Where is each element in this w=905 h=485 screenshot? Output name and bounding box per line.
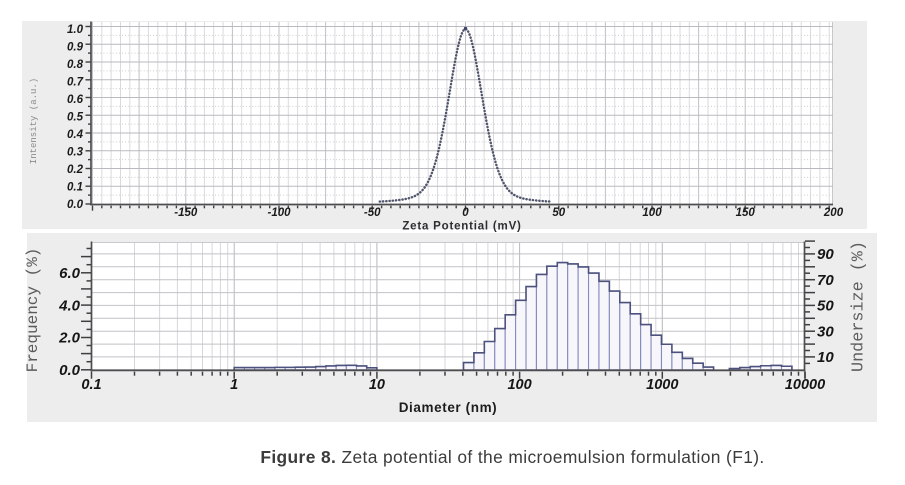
svg-text:100: 100 — [507, 377, 531, 393]
svg-text:0.6: 0.6 — [67, 94, 84, 106]
svg-text:150: 150 — [736, 207, 756, 219]
svg-text:100: 100 — [642, 207, 662, 219]
svg-text:70: 70 — [817, 272, 834, 289]
svg-text:0.3: 0.3 — [67, 146, 84, 158]
svg-text:90: 90 — [817, 246, 834, 263]
svg-text:Zeta Potential (mV): Zeta Potential (mV) — [402, 221, 521, 233]
svg-text:0.1: 0.1 — [67, 181, 83, 193]
svg-text:0.5: 0.5 — [67, 111, 84, 123]
svg-text:10: 10 — [369, 377, 385, 393]
svg-text:6.0: 6.0 — [59, 265, 81, 282]
svg-text:0.0: 0.0 — [67, 199, 84, 211]
svg-text:1000: 1000 — [646, 377, 678, 393]
svg-text:30: 30 — [817, 323, 834, 340]
svg-text:Frequency (%): Frequency (%) — [24, 248, 42, 373]
svg-text:4.0: 4.0 — [58, 297, 81, 314]
svg-text:Intensity (a.u.): Intensity (a.u.) — [29, 78, 39, 164]
svg-text:2.0: 2.0 — [58, 330, 81, 347]
svg-text:0.8: 0.8 — [67, 59, 84, 71]
svg-text:-50: -50 — [364, 207, 381, 219]
svg-text:0.9: 0.9 — [67, 41, 84, 53]
svg-text:50: 50 — [552, 207, 565, 219]
svg-text:Undersize (%): Undersize (%) — [850, 241, 869, 372]
svg-text:200: 200 — [823, 207, 844, 219]
svg-text:0.7: 0.7 — [67, 76, 84, 88]
svg-text:0.0: 0.0 — [59, 362, 81, 379]
svg-text:0: 0 — [462, 207, 469, 219]
svg-text:-100: -100 — [267, 207, 291, 219]
svg-text:1.0: 1.0 — [67, 24, 84, 36]
svg-text:0.2: 0.2 — [67, 164, 84, 176]
svg-text:10000: 10000 — [785, 377, 825, 393]
svg-text:50: 50 — [817, 298, 834, 315]
svg-text:-150: -150 — [174, 207, 198, 219]
svg-text:0.4: 0.4 — [67, 129, 84, 141]
svg-text:0.1: 0.1 — [81, 377, 101, 393]
svg-text:10: 10 — [817, 349, 834, 366]
svg-text:Diameter (nm): Diameter (nm) — [399, 400, 498, 415]
svg-text:1: 1 — [230, 377, 238, 393]
